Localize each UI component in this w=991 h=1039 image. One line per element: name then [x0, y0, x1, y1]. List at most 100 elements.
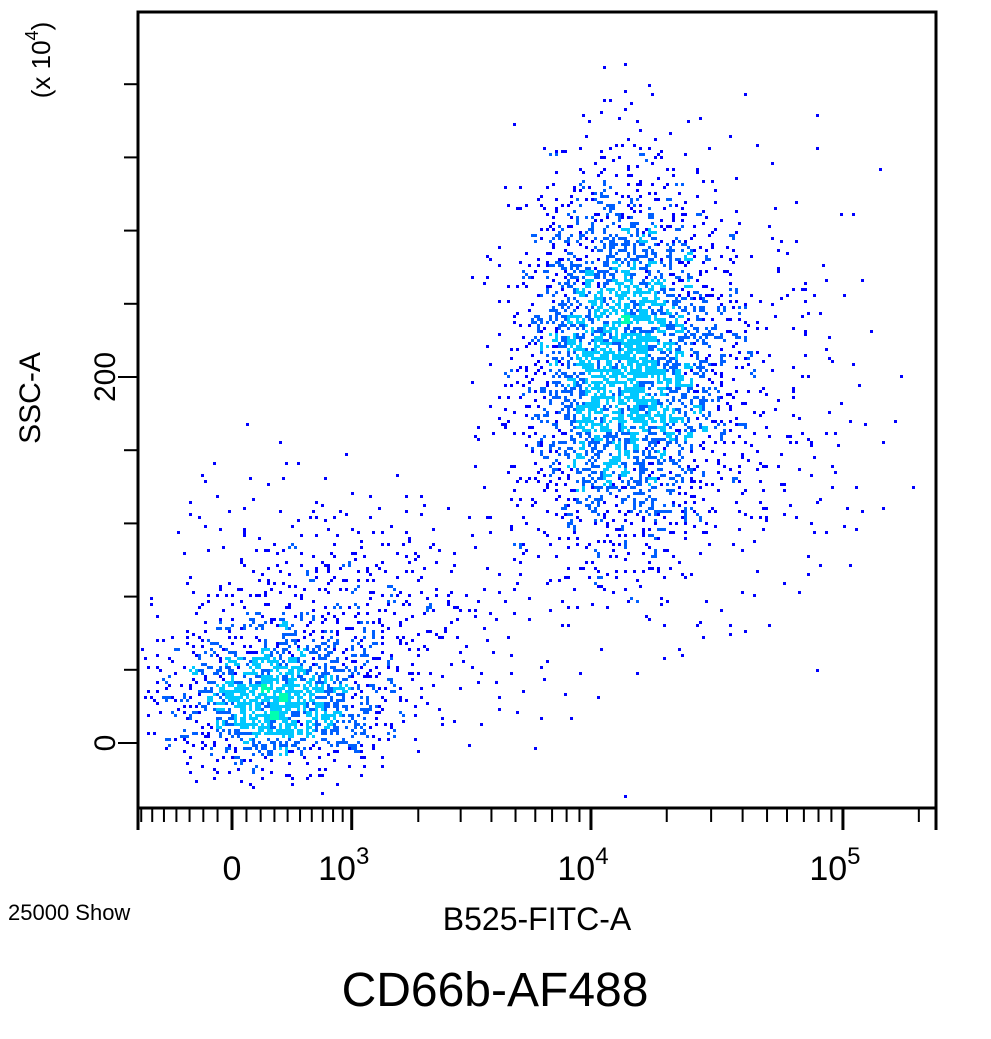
data-point [216, 642, 219, 645]
data-point [729, 258, 732, 261]
data-point [789, 435, 792, 438]
data-point [615, 327, 618, 330]
data-point [573, 291, 576, 294]
data-point [306, 777, 309, 780]
data-point [687, 336, 690, 339]
data-point [390, 525, 393, 528]
data-point [261, 687, 264, 690]
data-point [639, 504, 642, 507]
data-point [672, 273, 675, 276]
data-point [600, 306, 603, 309]
data-point [624, 534, 627, 537]
data-point [243, 657, 246, 660]
data-point [249, 738, 252, 741]
data-point [723, 309, 726, 312]
data-point [609, 342, 612, 345]
data-point [669, 510, 672, 513]
data-point [516, 285, 519, 288]
data-point [273, 693, 276, 696]
data-point [612, 462, 615, 465]
data-point [606, 480, 609, 483]
data-point [696, 372, 699, 375]
data-point [222, 702, 225, 705]
data-point [282, 732, 285, 735]
data-point [513, 411, 516, 414]
data-point [657, 387, 660, 390]
data-point [198, 657, 201, 660]
data-point [780, 240, 783, 243]
data-point [564, 303, 567, 306]
data-point [312, 702, 315, 705]
data-point [609, 360, 612, 363]
data-point [276, 663, 279, 666]
data-point [657, 450, 660, 453]
data-point [618, 459, 621, 462]
data-point [696, 390, 699, 393]
data-point [615, 366, 618, 369]
data-point [540, 441, 543, 444]
data-point [261, 657, 264, 660]
data-point [594, 312, 597, 315]
data-point [306, 735, 309, 738]
data-point [612, 288, 615, 291]
data-point [180, 735, 183, 738]
data-point [840, 402, 843, 405]
data-point [591, 366, 594, 369]
data-point [663, 279, 666, 282]
data-point [255, 696, 258, 699]
data-point [558, 312, 561, 315]
data-point [216, 495, 219, 498]
data-point [666, 408, 669, 411]
data-point [270, 696, 273, 699]
data-point [606, 426, 609, 429]
data-point [651, 336, 654, 339]
data-point [279, 726, 282, 729]
data-point [243, 726, 246, 729]
data-point [693, 309, 696, 312]
data-point [744, 630, 747, 633]
data-point [681, 213, 684, 216]
data-point [567, 285, 570, 288]
data-point [834, 432, 837, 435]
data-point [642, 408, 645, 411]
data-point [651, 456, 654, 459]
data-point [498, 696, 501, 699]
data-point [573, 189, 576, 192]
data-point [336, 660, 339, 663]
data-point [354, 744, 357, 747]
data-point [243, 507, 246, 510]
data-point [186, 762, 189, 765]
data-point [621, 411, 624, 414]
data-point [354, 726, 357, 729]
data-point [318, 666, 321, 669]
data-point [750, 372, 753, 375]
data-point [627, 471, 630, 474]
data-point [201, 603, 204, 606]
data-point [633, 243, 636, 246]
data-point [624, 258, 627, 261]
data-point [294, 678, 297, 681]
data-point [552, 345, 555, 348]
data-point [591, 561, 594, 564]
data-point [216, 672, 219, 675]
data-point [645, 318, 648, 321]
data-point [633, 273, 636, 276]
data-point [816, 669, 819, 672]
data-point [663, 357, 666, 360]
data-point [660, 402, 663, 405]
data-point [675, 342, 678, 345]
data-point [534, 462, 537, 465]
data-point [591, 357, 594, 360]
data-point [543, 327, 546, 330]
data-point [624, 321, 627, 324]
data-point [333, 702, 336, 705]
data-point [258, 639, 261, 642]
data-point [741, 492, 744, 495]
data-point [606, 315, 609, 318]
data-point [666, 255, 669, 258]
data-point [705, 333, 708, 336]
data-point [561, 204, 564, 207]
data-point [555, 381, 558, 384]
data-point [150, 597, 153, 600]
data-point [525, 414, 528, 417]
